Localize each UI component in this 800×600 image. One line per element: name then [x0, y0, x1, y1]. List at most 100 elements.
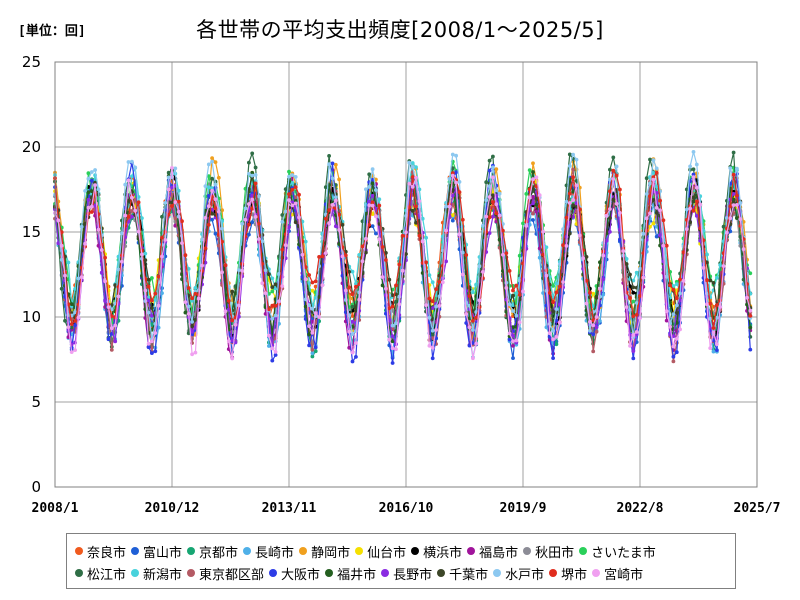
data-point [270, 285, 275, 289]
x-tick-label: 2025/7 [734, 501, 781, 516]
data-point [394, 283, 398, 288]
data-point [109, 326, 114, 331]
data-point [166, 170, 171, 175]
data-point [430, 280, 435, 285]
legend-item: 千葉市 [437, 564, 488, 583]
data-point [143, 258, 148, 262]
data-point [76, 276, 81, 281]
data-point [63, 273, 67, 278]
data-point [146, 345, 151, 350]
legend-label: 新潟市 [143, 567, 183, 583]
legend-label: 長崎市 [255, 545, 295, 561]
data-point [648, 157, 652, 162]
data-point [644, 216, 649, 221]
data-point [106, 305, 111, 309]
data-point [487, 231, 492, 236]
data-point [471, 319, 475, 323]
data-point [343, 288, 348, 293]
data-point [387, 306, 392, 311]
data-point [230, 318, 235, 323]
data-point [424, 303, 428, 308]
data-point [684, 227, 689, 232]
legend-label: 静岡市 [311, 545, 351, 561]
data-point [507, 302, 512, 307]
data-point [216, 175, 221, 180]
y-tick-label: 0 [31, 478, 41, 496]
data-point [487, 168, 492, 173]
data-point [293, 220, 298, 225]
legend-marker-icon [131, 547, 140, 555]
data-point [270, 346, 275, 351]
data-point [661, 243, 666, 248]
data-point [410, 208, 415, 213]
data-point [213, 197, 218, 202]
data-point [547, 291, 552, 295]
data-point [380, 245, 385, 249]
legend-marker-icon [299, 547, 308, 555]
data-point [571, 152, 575, 157]
data-point [63, 318, 67, 323]
data-point [447, 204, 452, 209]
data-point [527, 195, 532, 200]
data-point [113, 323, 118, 328]
legend-marker-icon [523, 547, 532, 555]
data-point [190, 320, 195, 324]
data-point [183, 300, 188, 304]
data-point [601, 292, 606, 297]
data-point [671, 359, 676, 364]
data-point [628, 272, 632, 277]
data-point [738, 217, 743, 222]
data-point [287, 174, 291, 179]
data-point [143, 251, 148, 256]
data-point [337, 228, 341, 232]
data-point [674, 303, 679, 308]
data-point [628, 296, 632, 300]
data-point [267, 272, 271, 277]
data-point [481, 270, 485, 274]
data-point [491, 154, 495, 159]
data-point [357, 297, 362, 302]
data-point [99, 248, 104, 252]
data-point [263, 291, 268, 296]
data-point [103, 279, 107, 284]
data-point [350, 292, 355, 297]
data-point [280, 284, 285, 288]
data-point [297, 192, 301, 197]
data-point [250, 173, 255, 178]
data-point [651, 158, 656, 163]
data-point [170, 166, 174, 170]
data-point [203, 184, 208, 189]
data-point [133, 165, 138, 170]
data-point [457, 180, 462, 184]
data-point [567, 152, 572, 157]
legend-label: 長野市 [393, 567, 433, 583]
data-point [230, 289, 235, 294]
data-point [457, 232, 462, 237]
data-point [698, 202, 703, 207]
data-point [581, 256, 586, 261]
data-point [594, 315, 599, 319]
data-point [163, 238, 168, 242]
data-point [654, 234, 659, 239]
data-point [213, 206, 218, 211]
legend-item: 秋田市 [523, 542, 574, 561]
legend-marker-icon [579, 547, 588, 555]
legend-marker-icon [75, 547, 83, 555]
data-point [257, 221, 261, 226]
data-point [725, 230, 729, 235]
data-point [674, 311, 679, 315]
data-point [634, 270, 639, 275]
data-point [103, 299, 107, 303]
data-point [638, 266, 642, 271]
data-point [694, 199, 699, 204]
data-point [407, 160, 412, 165]
data-point [210, 188, 215, 193]
data-point [651, 221, 656, 226]
data-point [684, 207, 689, 212]
data-point [350, 314, 355, 318]
data-point [310, 347, 315, 352]
data-point [273, 282, 278, 287]
data-point [748, 325, 753, 330]
data-point [86, 176, 91, 181]
